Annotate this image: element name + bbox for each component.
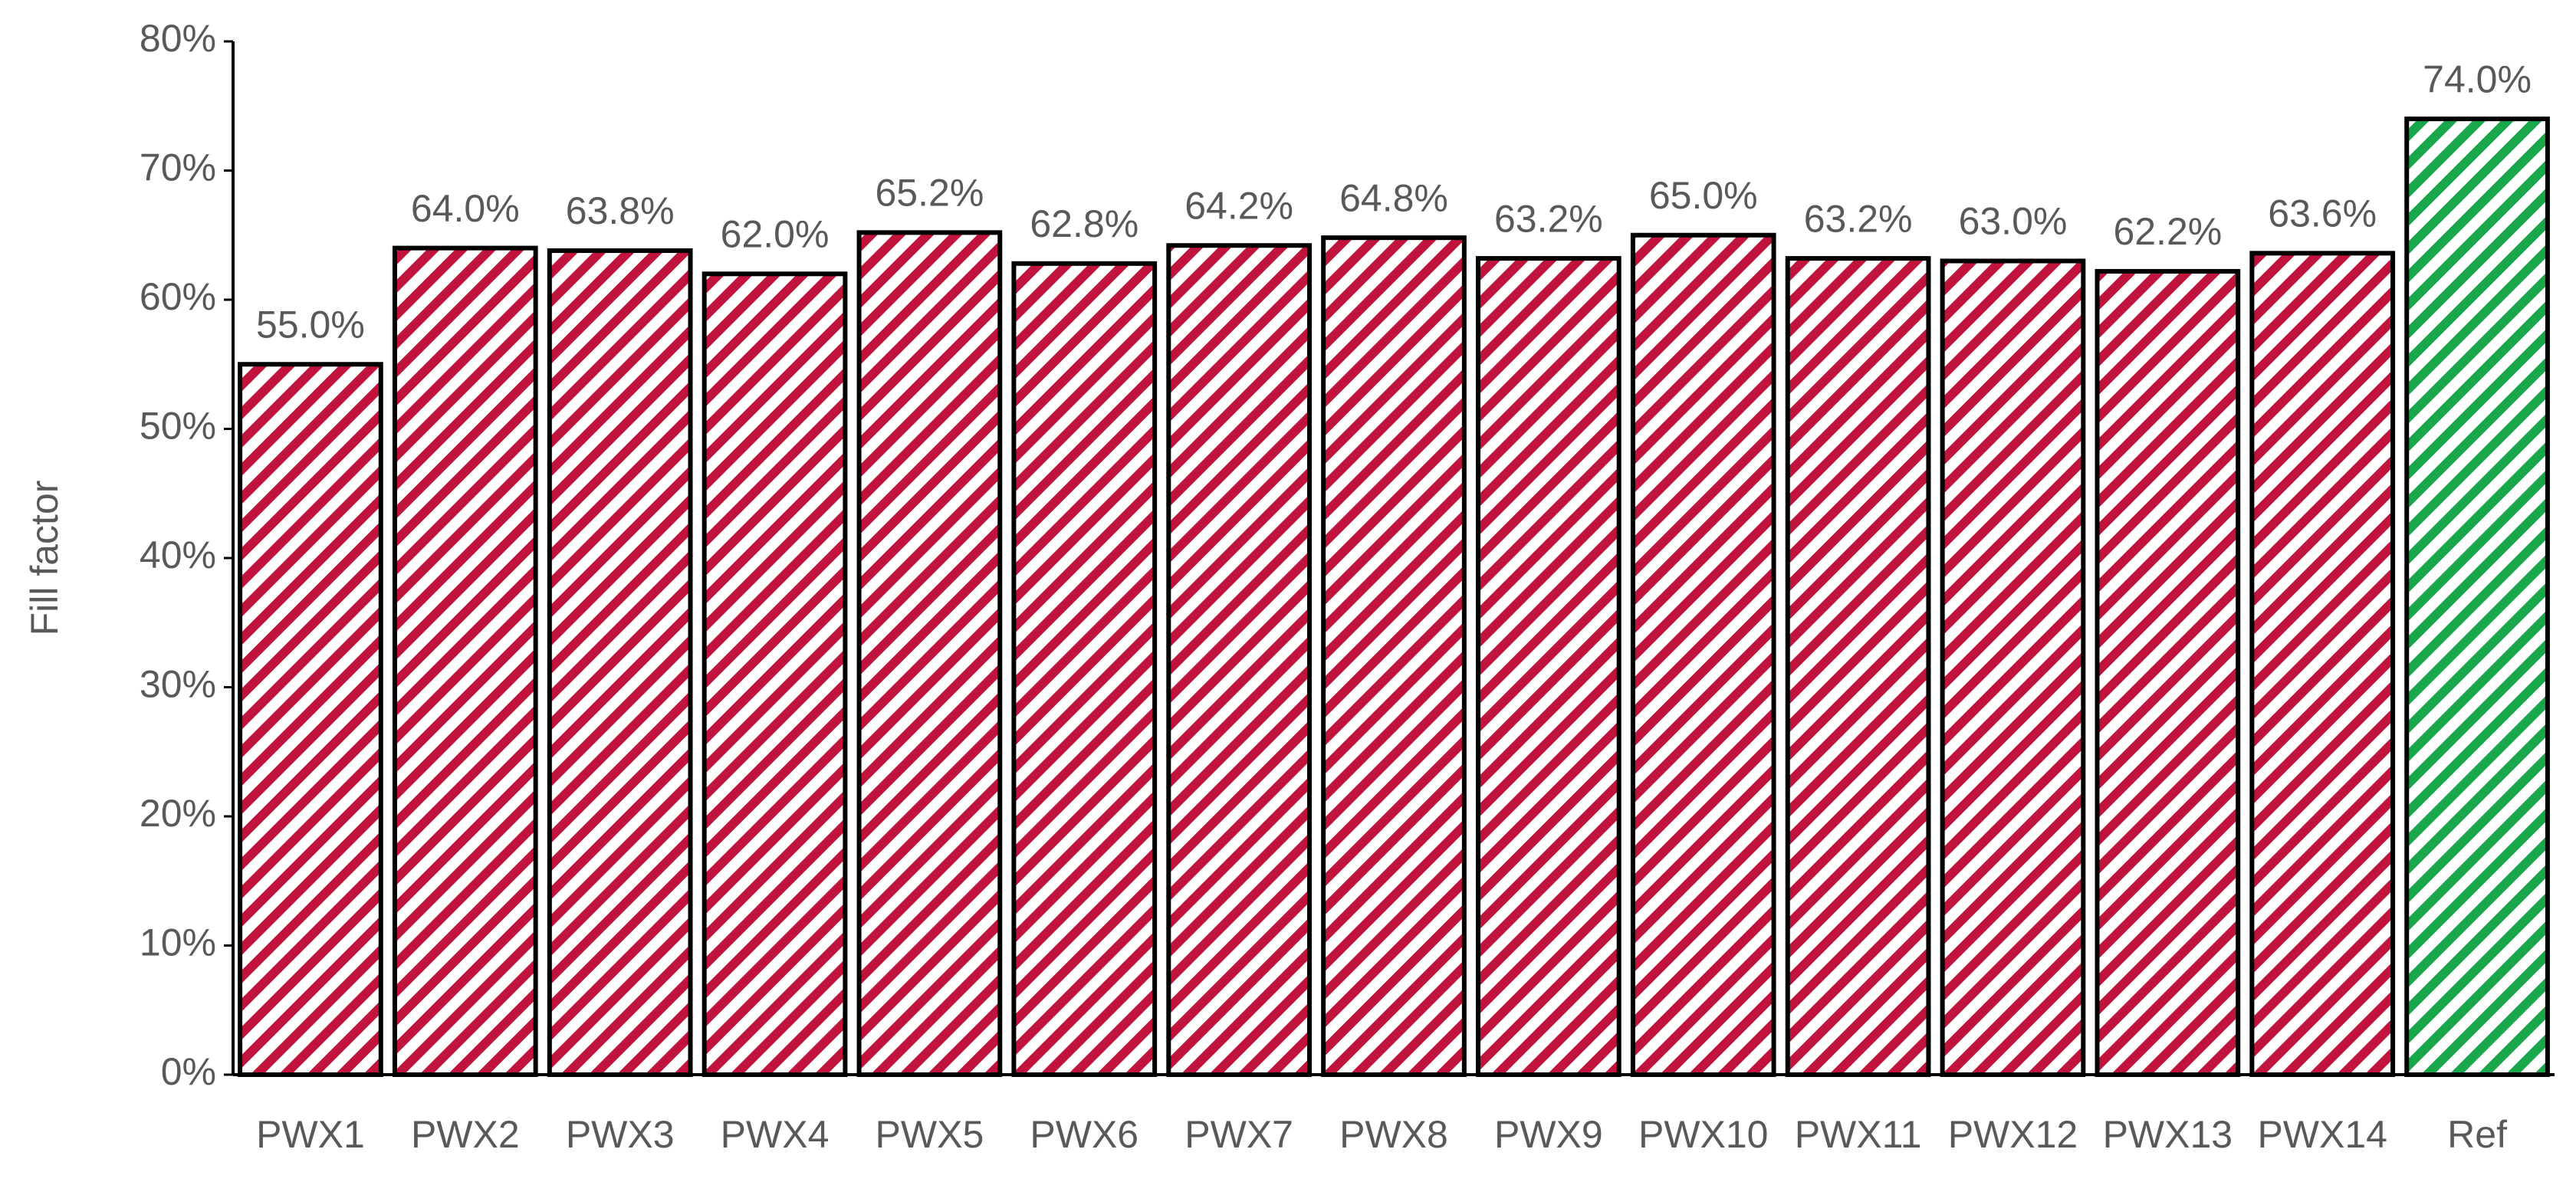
x-tick-label: PWX14 (2257, 1113, 2387, 1156)
x-tick-label: PWX10 (1638, 1113, 1769, 1156)
y-tick-label: 60% (140, 275, 216, 318)
value-label: 65.2% (876, 172, 984, 215)
x-tick-label: Ref (2447, 1113, 2507, 1156)
y-tick-label: 80% (140, 17, 216, 60)
bar (702, 271, 848, 1077)
x-tick-label: PWX9 (1494, 1113, 1603, 1156)
value-label: 63.8% (566, 189, 675, 232)
bar (1476, 256, 1622, 1078)
bar (1785, 256, 1931, 1078)
x-tick-label: PWX8 (1339, 1113, 1448, 1156)
bar (1321, 235, 1467, 1077)
y-tick-label: 20% (140, 792, 216, 835)
x-tick-label: PWX4 (721, 1113, 830, 1156)
bar (2095, 268, 2241, 1077)
bar (1011, 261, 1158, 1078)
value-label: 63.6% (2268, 192, 2377, 235)
x-tick-label: PWX1 (256, 1113, 365, 1156)
y-tick-label: 0% (161, 1050, 216, 1093)
y-tick-label: 40% (140, 534, 216, 576)
x-tick-label: PWX3 (566, 1113, 675, 1156)
x-tick-label: PWX11 (1795, 1113, 1922, 1156)
value-label: 74.0% (2423, 57, 2532, 100)
x-tick-label: PWX12 (1948, 1113, 2078, 1156)
value-label: 62.2% (2113, 210, 2222, 253)
value-label: 63.2% (1494, 197, 1603, 240)
y-tick-label: 70% (140, 146, 216, 189)
value-label: 64.0% (411, 187, 520, 230)
bar (1940, 258, 2086, 1078)
value-label: 55.0% (256, 303, 365, 346)
value-label: 63.0% (1959, 200, 2068, 243)
y-tick-label: 50% (140, 405, 216, 448)
x-tick-label: PWX13 (2103, 1113, 2233, 1156)
bar (392, 245, 538, 1078)
value-label: 65.0% (1649, 174, 1758, 217)
x-tick-label: PWX6 (1030, 1113, 1138, 1156)
bar (2249, 251, 2396, 1078)
y-axis-label: Fill factor (23, 481, 66, 636)
x-tick-label: PWX7 (1184, 1113, 1293, 1156)
bar (547, 248, 693, 1078)
x-tick-label: PWX5 (876, 1113, 984, 1156)
y-tick-label: 30% (140, 663, 216, 706)
y-tick-label: 10% (140, 921, 216, 964)
bar (238, 362, 383, 1077)
value-label: 64.2% (1184, 184, 1293, 227)
value-label: 63.2% (1804, 197, 1913, 240)
value-label: 62.8% (1030, 202, 1138, 245)
value-label: 62.0% (721, 213, 830, 256)
bar (2404, 117, 2550, 1078)
value-label: 64.8% (1339, 176, 1448, 219)
bar (1630, 232, 1776, 1077)
x-tick-label: PWX2 (411, 1113, 520, 1156)
bar (856, 230, 1003, 1077)
bar (1166, 243, 1312, 1078)
